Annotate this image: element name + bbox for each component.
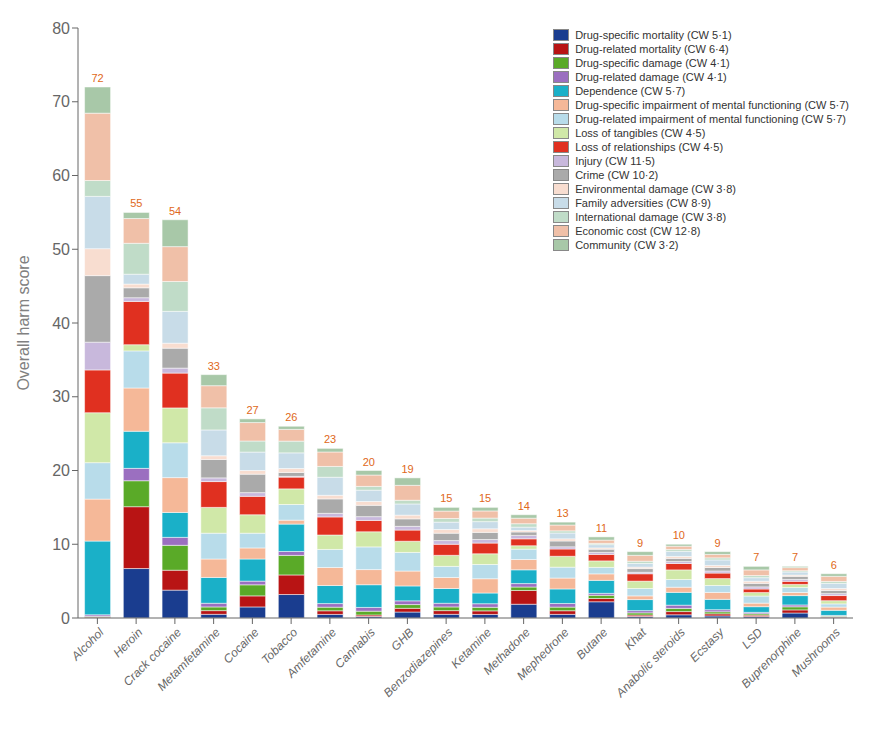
svg-text:Khat: Khat bbox=[622, 625, 650, 653]
svg-text:Methadone: Methadone bbox=[480, 625, 533, 678]
svg-text:80: 80 bbox=[52, 20, 70, 37]
svg-text:27: 27 bbox=[246, 404, 258, 416]
svg-text:6: 6 bbox=[831, 559, 837, 571]
svg-text:Ecstasy: Ecstasy bbox=[687, 625, 727, 665]
html-text:Crime (CW 10·2): Crime (CW 10·2) bbox=[575, 169, 659, 181]
svg-text:Benzodiazepines: Benzodiazepines bbox=[381, 625, 456, 700]
svg-text:9: 9 bbox=[637, 537, 643, 549]
svg-text:Anabolic steroids: Anabolic steroids bbox=[613, 625, 688, 700]
svg-text:10: 10 bbox=[52, 536, 70, 553]
html-text:Economic cost (CW 12·8): Economic cost (CW 12·8) bbox=[575, 225, 701, 237]
svg-text:19: 19 bbox=[401, 463, 413, 475]
html-text:Community (CW 3·2): Community (CW 3·2) bbox=[575, 239, 679, 251]
html-text:Loss of tangibles (CW 4·5): Loss of tangibles (CW 4·5) bbox=[575, 127, 706, 139]
svg-text:15: 15 bbox=[440, 492, 452, 504]
svg-text:13: 13 bbox=[556, 507, 568, 519]
html-text:Environmental damage (CW 3·8): Environmental damage (CW 3·8) bbox=[575, 183, 736, 195]
svg-text:7: 7 bbox=[792, 551, 798, 563]
svg-text:Cocaine: Cocaine bbox=[221, 625, 262, 666]
html-text:Drug-related mortality (CW 6·4: Drug-related mortality (CW 6·4) bbox=[575, 43, 729, 55]
svg-text:33: 33 bbox=[208, 360, 220, 372]
html-text:Dependence (CW 5·7): Dependence (CW 5·7) bbox=[575, 85, 686, 97]
svg-text:60: 60 bbox=[52, 167, 70, 184]
svg-text:9: 9 bbox=[715, 537, 721, 549]
svg-text:Cannabis: Cannabis bbox=[332, 625, 378, 671]
svg-text:Heroin: Heroin bbox=[110, 625, 145, 660]
svg-text:GHB: GHB bbox=[388, 625, 416, 653]
svg-text:Butane: Butane bbox=[574, 625, 611, 662]
svg-text:Overall harm score: Overall harm score bbox=[15, 255, 32, 390]
svg-text:Mushrooms: Mushrooms bbox=[789, 625, 843, 679]
svg-text:Amfetamine: Amfetamine bbox=[283, 625, 339, 681]
svg-text:72: 72 bbox=[91, 72, 103, 84]
svg-text:Metamfetamine: Metamfetamine bbox=[154, 625, 223, 694]
svg-text:Tobacco: Tobacco bbox=[258, 625, 301, 667]
html-text:Drug-specific damage (CW 4·1): Drug-specific damage (CW 4·1) bbox=[575, 57, 730, 69]
svg-text:50: 50 bbox=[52, 241, 70, 258]
svg-text:30: 30 bbox=[52, 388, 70, 405]
svg-text:55: 55 bbox=[130, 197, 142, 209]
html-text:Drug-related damage (CW 4·1): Drug-related damage (CW 4·1) bbox=[575, 71, 727, 83]
svg-text:70: 70 bbox=[52, 93, 70, 110]
svg-text:11: 11 bbox=[596, 522, 607, 534]
svg-text:54: 54 bbox=[169, 205, 181, 217]
html-text:Drug-specific impairment of me: Drug-specific impairment of mental funct… bbox=[575, 99, 849, 111]
html-text:Family adversities (CW 8·9): Family adversities (CW 8·9) bbox=[575, 197, 711, 209]
svg-text:20: 20 bbox=[52, 462, 70, 479]
svg-text:10: 10 bbox=[673, 529, 685, 541]
html-text:Drug-specific mortality (CW 5·: Drug-specific mortality (CW 5·1) bbox=[575, 29, 732, 41]
html-text:Drug-related impairment of men: Drug-related impairment of mental functi… bbox=[575, 113, 846, 125]
svg-text:LSD: LSD bbox=[739, 625, 766, 652]
html-text:Injury (CW 11·5): Injury (CW 11·5) bbox=[575, 155, 655, 167]
svg-text:23: 23 bbox=[324, 433, 336, 445]
svg-text:Alcohol: Alcohol bbox=[68, 625, 107, 664]
svg-text:0: 0 bbox=[61, 610, 70, 627]
svg-text:20: 20 bbox=[363, 456, 375, 468]
svg-text:Buprenorphine: Buprenorphine bbox=[738, 625, 804, 691]
svg-text:7: 7 bbox=[753, 551, 759, 563]
svg-text:40: 40 bbox=[52, 315, 70, 332]
svg-text:Ketamine: Ketamine bbox=[448, 625, 495, 671]
svg-text:14: 14 bbox=[518, 500, 530, 512]
svg-text:Mephedrone: Mephedrone bbox=[514, 625, 572, 683]
svg-text:15: 15 bbox=[479, 492, 491, 504]
html-text:International damage (CW 3·8): International damage (CW 3·8) bbox=[575, 211, 727, 223]
svg-text:Crack cocaine: Crack cocaine bbox=[120, 625, 185, 689]
html-text:Loss of relationships (CW 4·5): Loss of relationships (CW 4·5) bbox=[575, 141, 724, 153]
svg-text:26: 26 bbox=[285, 411, 297, 423]
